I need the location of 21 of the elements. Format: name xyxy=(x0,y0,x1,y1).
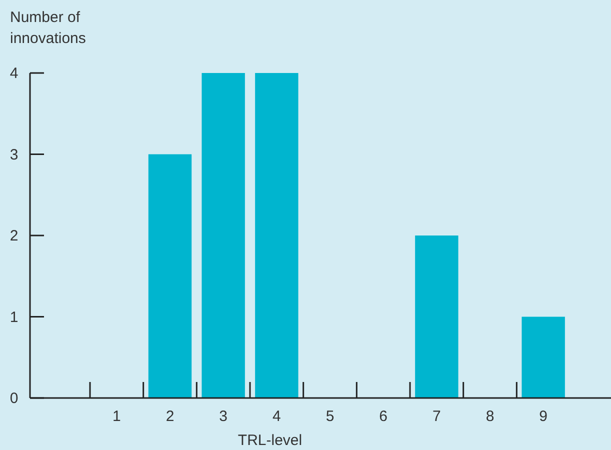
y-axis-title: Number of innovations xyxy=(10,9,86,47)
x-tick-label: 7 xyxy=(432,408,441,425)
y-tick-label: 0 xyxy=(10,390,18,407)
x-tick-label: 4 xyxy=(272,408,281,425)
x-tick-label: 8 xyxy=(486,408,494,425)
y-tick-label: 3 xyxy=(10,146,18,164)
bar xyxy=(255,73,298,398)
x-tick-label: 5 xyxy=(326,408,334,425)
y-tick-label: 2 xyxy=(10,228,18,244)
x-tick-label: 9 xyxy=(539,408,548,425)
bar xyxy=(415,236,458,398)
x-axis-title: TRL-level xyxy=(238,432,302,449)
x-tick-label: 2 xyxy=(166,408,174,425)
bar xyxy=(522,316,565,398)
y-tick-label: 1 xyxy=(10,308,18,326)
x-tick-label: 6 xyxy=(379,408,388,425)
bar xyxy=(202,73,245,398)
x-tick-label: 3 xyxy=(219,408,228,425)
x-tick-label: 1 xyxy=(112,408,121,425)
bar xyxy=(148,154,192,398)
y-tick-label: 4 xyxy=(10,65,18,82)
